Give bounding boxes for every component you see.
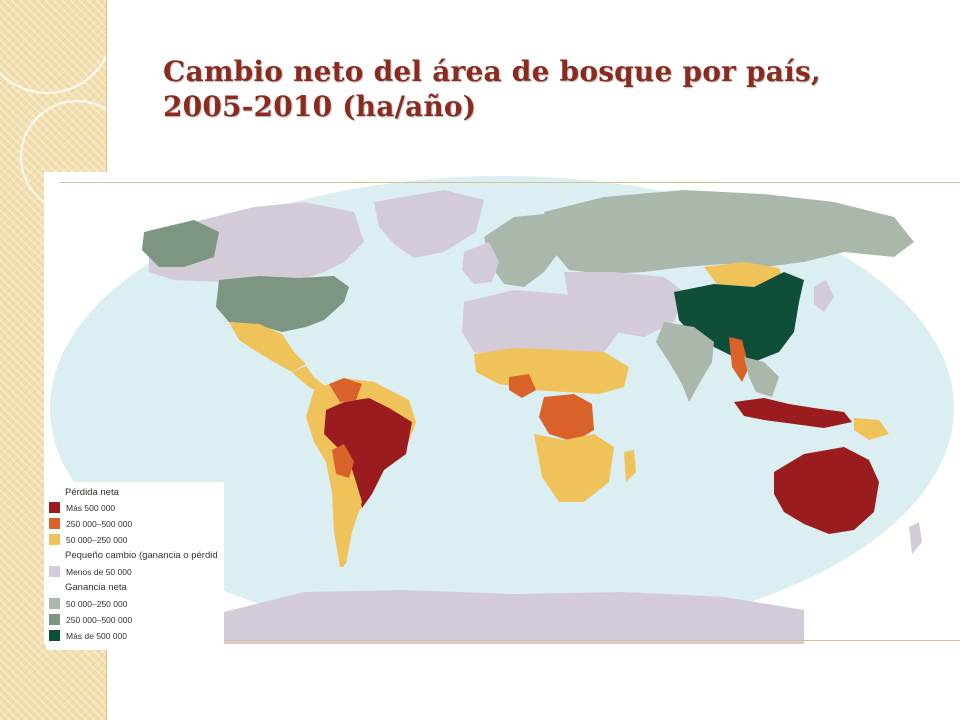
legend-swatch [49, 566, 60, 577]
region-argentina [336, 478, 362, 564]
region-brazil [324, 398, 412, 508]
region-japan [814, 280, 834, 312]
map-bottom-rule [60, 640, 960, 641]
legend-item: Más de 500 000 [49, 629, 127, 642]
region-united-states [216, 276, 349, 332]
region-southeast-asia [744, 357, 779, 397]
legend-item: Menos de 50 000 [49, 565, 132, 578]
region-russia [544, 190, 914, 274]
legend-item: 50 000–250 000 [49, 597, 127, 610]
legend-label: 50 000–250 000 [66, 598, 128, 609]
world-map [44, 172, 960, 644]
map-top-rule [60, 182, 960, 183]
legend-item: 250 000–500 000 [49, 517, 132, 530]
map-legend: Pérdida neta Más 500 000 250 000–500 000… [46, 482, 224, 650]
region-mexico [229, 322, 306, 372]
legend-label: 250 000–500 000 [66, 518, 133, 529]
region-australia [774, 447, 879, 534]
region-central-america [292, 366, 326, 394]
region-greenland [374, 190, 484, 258]
region-bolivia [332, 444, 354, 478]
region-alaska [142, 220, 219, 267]
legend-item: 50 000–250 000 [49, 533, 127, 546]
legend-swatch [49, 502, 60, 513]
decorative-ring [0, 0, 114, 94]
region-new-zealand [909, 522, 922, 554]
legend-swatch [49, 518, 60, 529]
legend-heading-gain: Ganancia neta [65, 582, 127, 593]
legend-swatch [49, 630, 60, 641]
region-antarctica [224, 590, 804, 644]
region-india [656, 322, 714, 402]
region-southern-africa [534, 434, 614, 502]
legend-heading-loss: Pérdida neta [65, 487, 119, 498]
legend-swatch [49, 534, 60, 545]
region-europe [484, 214, 564, 287]
region-myanmar [729, 337, 749, 382]
legend-label: 250 000–500 000 [66, 614, 133, 625]
legend-item: 250 000–500 000 [49, 613, 132, 626]
legend-heading-small-change: Pequeño cambio (ganancia o pérdid [65, 550, 218, 561]
legend-item: Más 500 000 [49, 501, 115, 514]
legend-swatch [49, 598, 60, 609]
legend-label: Menos de 50 000 [66, 566, 132, 577]
legend-swatch [49, 614, 60, 625]
page-title: Cambio neto del área de bosque por país,… [163, 55, 821, 123]
region-western-europe [462, 242, 499, 284]
legend-label: Más de 500 000 [66, 630, 127, 641]
world-map-graphic [50, 176, 954, 644]
region-canada [149, 202, 364, 282]
legend-label: Más 500 000 [66, 502, 116, 513]
region-north-africa [462, 290, 619, 362]
region-papua [854, 418, 889, 440]
region-nigeria [509, 374, 536, 398]
region-madagascar [624, 450, 636, 482]
region-indonesia [734, 398, 852, 428]
region-venezuela [329, 378, 362, 402]
region-central-africa [539, 394, 594, 442]
legend-label: 50 000–250 000 [66, 534, 128, 545]
